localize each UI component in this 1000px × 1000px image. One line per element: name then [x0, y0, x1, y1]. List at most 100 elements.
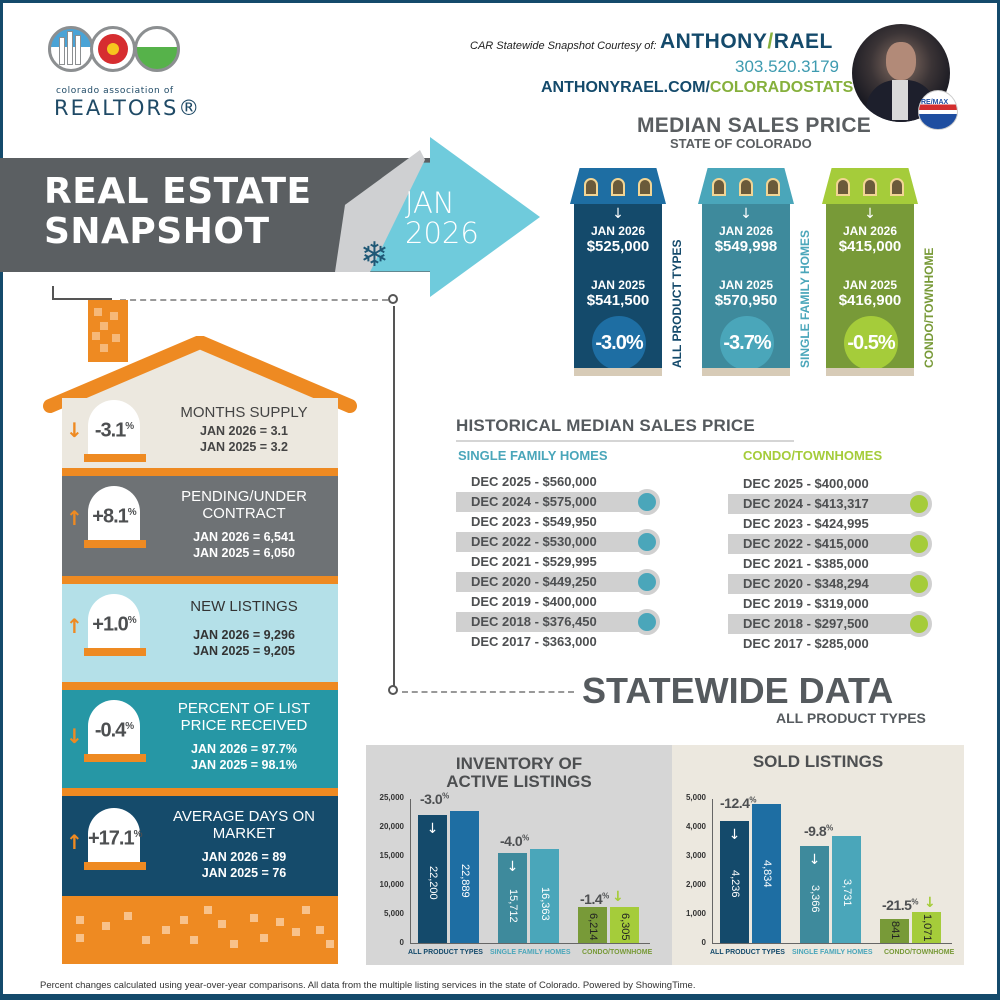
url-path: COLORADOSTATS	[709, 79, 854, 96]
dot-marker	[906, 611, 932, 637]
house-type-label: SINGLE FAMILY HOMES	[798, 229, 812, 368]
y-tick: 5,000	[685, 793, 706, 802]
bar-value: 22,200	[427, 866, 439, 900]
change-value: +1.0	[92, 613, 128, 636]
change-tombstone: +17.1%	[88, 808, 143, 862]
chart-title: SOLD LISTINGS	[752, 752, 884, 771]
bar-sfh-2026: ↓ 3,366	[800, 846, 829, 943]
dot-marker	[634, 529, 660, 555]
list-item: DEC 2023 - $424,995	[743, 516, 869, 531]
change-tombstone: -3.1%	[88, 400, 140, 454]
remax-label: RE/MAX	[921, 99, 949, 106]
pct-sign: %	[127, 507, 137, 518]
y-tick: 3,000	[685, 851, 706, 860]
dot-marker	[906, 531, 932, 557]
median-sales-title: MEDIAN SALES PRICE	[637, 114, 872, 137]
divider	[62, 468, 338, 476]
house-foundation	[62, 896, 338, 964]
change-badge: -0.5%	[844, 316, 898, 370]
list-item: DEC 2022 - $530,000	[456, 532, 646, 552]
bar-sfh-2025: 16,363	[530, 849, 559, 943]
metric-line-2026: JAN 2026 = 9,296	[193, 628, 295, 642]
connector-node	[388, 294, 398, 304]
bar-value: 3,731	[841, 878, 853, 907]
list-item: DEC 2019 - $400,000	[471, 594, 597, 609]
car-logo: colorado association of REALTORS®	[46, 26, 199, 122]
bar-all-2026: ↓ 22,200	[418, 815, 447, 943]
category-label: SINGLE FAMILY HOMES	[792, 949, 873, 956]
change-tombstone: +1.0%	[88, 594, 140, 648]
change-label: -9.8%	[804, 823, 833, 839]
colorado-flag-icon	[90, 26, 136, 72]
category-label: ALL PRODUCT TYPES	[710, 949, 785, 956]
change-label: -4.0%	[500, 833, 529, 849]
pct-sign: %	[125, 721, 134, 732]
historical-condo-list: DEC 2025 - $400,000 DEC 2024 - $413,317 …	[728, 474, 948, 654]
dot-marker	[906, 491, 932, 517]
label-2025: JAN 2025	[718, 278, 774, 292]
pct-sign: %	[602, 891, 609, 901]
bar-all-2025: 22,889	[450, 811, 479, 943]
bar-all-2026: ↓ 4,236	[720, 821, 749, 943]
label-2025: JAN 2025	[842, 278, 898, 292]
label-2026: JAN 2026	[590, 224, 646, 238]
bar-condo-2026: 841	[880, 919, 909, 943]
connector-node	[388, 685, 398, 695]
url-domain: ANTHONYRAEL.COM/	[541, 79, 710, 96]
metric-days-on-market: ↑ +17.1% AVERAGE DAYS ON MARKET JAN 2026…	[62, 796, 338, 896]
agent-phone[interactable]: 303.520.3179	[735, 57, 839, 76]
median-house-all: ↓ JAN 2026 $525,000 JAN 2025 $541,500 -3…	[570, 168, 684, 376]
change-value: +17.1	[88, 827, 135, 850]
agent-name: ANTHONY/RAEL	[660, 30, 833, 54]
chart-title: INVENTORY OF ACTIVE LISTINGS	[366, 755, 672, 791]
metric-title: PERCENT OF LIST PRICE RECEIVED	[177, 700, 311, 734]
median-sales-subtitle: STATE OF COLORADO	[670, 136, 812, 151]
metric-pending: ↑ +8.1% PENDING/UNDER CONTRACT JAN 2026 …	[62, 476, 338, 576]
pct-sign: %	[442, 791, 449, 801]
up-arrow-icon: ↑	[66, 830, 83, 854]
change-value: +8.1	[92, 505, 128, 528]
y-tick: 1,000	[685, 909, 706, 918]
plot-area: ↓ 4,236 4,834 ↓ 3,366 3,731 841 1,071	[712, 799, 952, 943]
change-label: -12.4%	[720, 795, 757, 811]
bar-condo-2026: 6,214	[578, 907, 607, 943]
chimney	[88, 300, 128, 362]
bar-value: 16,363	[539, 886, 551, 921]
y-tick: 15,000	[379, 851, 404, 860]
label-2026: JAN 2026	[718, 224, 774, 238]
list-item: DEC 2017 - $363,000	[471, 634, 597, 649]
agent-url-link[interactable]: ANTHONYRAEL.COM/COLORADOSTATS	[541, 79, 853, 97]
connector-line	[393, 306, 395, 686]
list-item: DEC 2019 - $319,000	[743, 596, 869, 611]
metric-line-2025: JAN 2025 = 3.2	[200, 440, 288, 454]
change-badge: -3.0%	[592, 316, 646, 370]
metric-line-2026: JAN 2026 = 6,541	[193, 530, 295, 544]
dot-marker	[634, 489, 660, 515]
change-badge: -3.7%	[720, 316, 774, 370]
metric-new-listings: ↑ +1.0% NEW LISTINGS JAN 2026 = 9,296 JA…	[62, 584, 338, 682]
connector-dash	[402, 691, 574, 693]
category-label: CONDO/TOWNHOME	[582, 949, 653, 956]
house-type-label: CONDO/TOWNHOME	[922, 247, 936, 368]
metric-title: AVERAGE DAYS ON MARKET	[173, 808, 315, 842]
change-value: -1.4	[580, 891, 603, 907]
divider	[62, 576, 338, 584]
y-tick: 5,000	[383, 909, 404, 918]
down-arrow-icon: ↓	[612, 206, 624, 222]
metric-title: NEW LISTINGS	[190, 598, 298, 615]
connector-line	[52, 298, 112, 300]
change-value: -12.4	[720, 795, 750, 811]
category-label: SINGLE FAMILY HOMES	[490, 949, 571, 956]
up-arrow-icon: ↑	[66, 614, 83, 638]
divider	[62, 788, 338, 796]
list-item: DEC 2021 - $385,000	[743, 556, 869, 571]
metric-line-2025: JAN 2025 = 76	[201, 866, 287, 880]
median-house-sfh: ↓ JAN 2026 $549,998 JAN 2025 $570,950 -3…	[698, 168, 812, 376]
pct-sign: %	[749, 795, 757, 805]
x-axis	[712, 943, 952, 944]
change-tombstone: +8.1%	[88, 486, 140, 540]
dot-marker	[634, 609, 660, 635]
y-axis	[712, 799, 713, 943]
dot-marker	[634, 569, 660, 595]
